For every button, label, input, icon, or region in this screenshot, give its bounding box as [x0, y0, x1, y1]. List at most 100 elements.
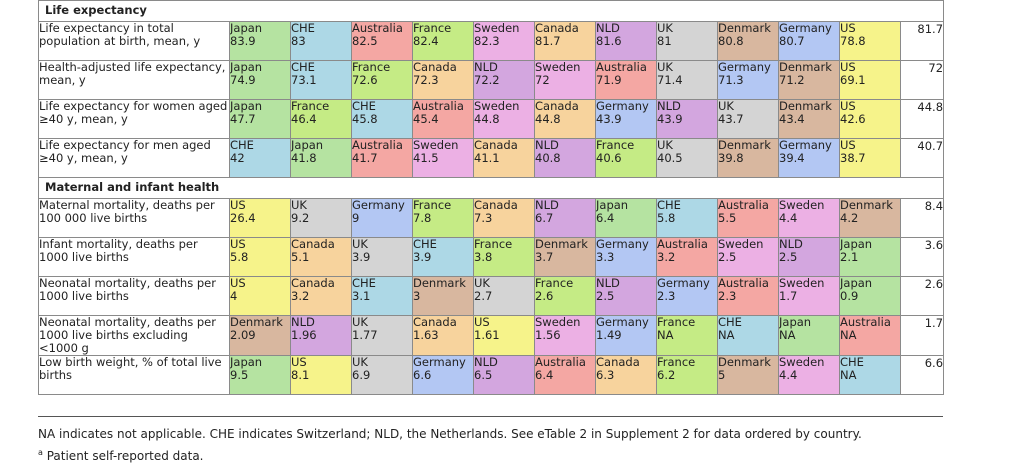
- average-value: 6.6: [899, 355, 945, 395]
- country-name: France: [352, 60, 391, 74]
- country-cell: France 40.6: [595, 138, 657, 178]
- country-name: Denmark: [840, 198, 893, 212]
- country-name: Canada: [413, 315, 457, 329]
- country-name: US: [840, 60, 856, 74]
- row-label: Infant mortality, deaths per 1000 live b…: [38, 237, 230, 277]
- country-cell: Canada 81.7: [534, 21, 596, 61]
- country-cell: Japan 83.9: [229, 21, 291, 61]
- country-cell: France 3.8: [473, 237, 535, 277]
- country-name: CHE: [413, 237, 437, 251]
- country-value: NA: [840, 368, 857, 382]
- country-value: 9.2: [291, 211, 310, 225]
- country-value: 45.4: [413, 112, 439, 126]
- country-cell: Denmark 43.4: [778, 99, 840, 139]
- country-value: 71.9: [596, 73, 622, 87]
- country-value: 45.8: [352, 112, 378, 126]
- country-name: France: [413, 198, 452, 212]
- country-value: 6.3: [596, 368, 615, 382]
- country-name: CHE: [291, 60, 315, 74]
- country-name: Canada: [474, 198, 518, 212]
- country-name: Canada: [535, 21, 579, 35]
- country-name: France: [535, 276, 574, 290]
- country-name: CHE: [840, 355, 864, 369]
- country-cell: Germany 43.9: [595, 99, 657, 139]
- country-cell: UK 40.5: [656, 138, 718, 178]
- country-name: NLD: [596, 21, 620, 35]
- country-name: Japan: [840, 237, 873, 251]
- country-name: Denmark: [718, 138, 771, 152]
- country-cell: CHE NA: [717, 315, 779, 356]
- footnote-self-reported: a Patient self-reported data.: [38, 448, 204, 463]
- country-name: US: [840, 138, 856, 152]
- country-value: 71.2: [779, 73, 805, 87]
- country-cell: US 69.1: [839, 60, 901, 100]
- country-cell: US 5.8: [229, 237, 291, 277]
- country-value: 44.8: [535, 112, 561, 126]
- country-value: 3.9: [352, 250, 371, 264]
- row-label: Life expectancy in total population at b…: [38, 21, 230, 61]
- country-name: Canada: [413, 60, 457, 74]
- row-label: Neonatal mortality, deaths per 1000 live…: [38, 315, 230, 356]
- country-name: US: [230, 276, 246, 290]
- country-name: Germany: [779, 138, 832, 152]
- country-value: 0.9: [840, 289, 859, 303]
- country-value: 41.7: [352, 151, 378, 165]
- table-row: Infant mortality, deaths per 1000 live b…: [38, 237, 945, 277]
- country-cell: Sweden 41.5: [412, 138, 474, 178]
- country-cell: CHE 73.1: [290, 60, 352, 100]
- country-value: 72: [535, 73, 550, 87]
- country-value: 43.4: [779, 112, 805, 126]
- country-cell: Australia 5.5: [717, 198, 779, 238]
- country-value: 9: [352, 211, 360, 225]
- country-value: 7.8: [413, 211, 432, 225]
- country-name: UK: [352, 355, 368, 369]
- country-value: 3.1: [352, 289, 371, 303]
- country-cell: US 78.8: [839, 21, 901, 61]
- country-cell: Germany 71.3: [717, 60, 779, 100]
- country-name: Australia: [352, 21, 403, 35]
- average-value: 8.4: [899, 198, 945, 238]
- country-name: Denmark: [535, 237, 588, 251]
- footnote-text: Patient self-reported data.: [42, 449, 204, 463]
- country-value: 4.4: [779, 368, 798, 382]
- country-value: 74.9: [230, 73, 256, 87]
- country-value: 6.4: [596, 211, 615, 225]
- row-label: Life expectancy for men aged ≥40 y, mean…: [38, 138, 230, 178]
- country-name: Sweden: [413, 138, 459, 152]
- country-cell: Denmark 3: [412, 276, 474, 316]
- country-cell: France 82.4: [412, 21, 474, 61]
- table-row: Neonatal mortality, deaths per 1000 live…: [38, 315, 945, 356]
- footnote-divider: [38, 416, 943, 417]
- country-cell: NLD 2.5: [778, 237, 840, 277]
- country-cell: UK 3.9: [351, 237, 413, 277]
- country-value: 2.6: [535, 289, 554, 303]
- country-value: 8.1: [291, 368, 310, 382]
- country-value: 71.3: [718, 73, 744, 87]
- country-cell: Japan 41.8: [290, 138, 352, 178]
- country-value: 47.7: [230, 112, 256, 126]
- country-name: Japan: [230, 21, 263, 35]
- country-value: 1.63: [413, 328, 439, 342]
- country-cell: Japan 0.9: [839, 276, 901, 316]
- country-cell: Japan NA: [778, 315, 840, 356]
- country-name: Japan: [840, 276, 873, 290]
- section-header-row: Life expectancy: [37, 0, 945, 22]
- country-value: 72.3: [413, 73, 439, 87]
- country-cell: Australia NA: [839, 315, 901, 356]
- country-value: 5.8: [657, 211, 676, 225]
- country-cell: Canada 3.2: [290, 276, 352, 316]
- country-cell: France 7.8: [412, 198, 474, 238]
- country-name: Canada: [474, 138, 518, 152]
- country-name: Germany: [596, 315, 649, 329]
- country-value: 82.3: [474, 34, 500, 48]
- country-value: 83: [291, 34, 306, 48]
- average-value: 2.6: [899, 276, 945, 316]
- country-cell: Denmark 4.2: [839, 198, 901, 238]
- country-name: Sweden: [535, 315, 581, 329]
- country-value: 2.7: [474, 289, 493, 303]
- country-cell: NLD 43.9: [656, 99, 718, 139]
- country-value: 5.1: [291, 250, 310, 264]
- country-value: 2.5: [779, 250, 798, 264]
- country-cell: Germany 9: [351, 198, 413, 238]
- country-name: NLD: [474, 60, 498, 74]
